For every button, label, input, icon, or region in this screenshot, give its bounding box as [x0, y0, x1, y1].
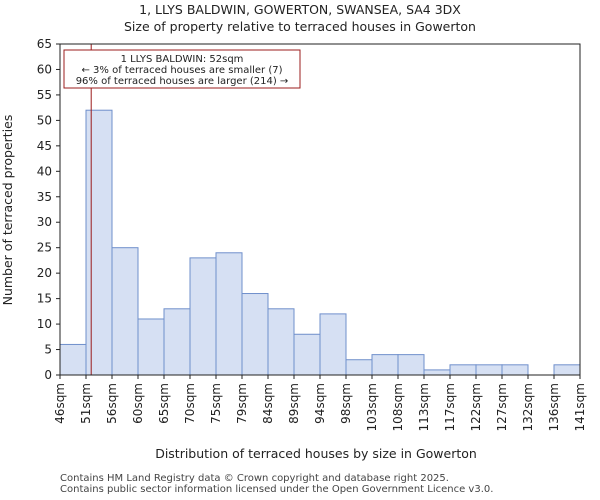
y-tick-label: 45 [37, 139, 52, 153]
y-tick-label: 55 [37, 88, 52, 102]
y-axis-ticks: 0 5 10 15 20 25 30 35 40 45 50 55 60 65 [37, 37, 60, 382]
histogram-bar [59, 343, 87, 376]
y-tick-label: 10 [37, 317, 52, 331]
y-tick-label: 15 [37, 292, 52, 306]
chart-title: 1, LLYS BALDWIN, GOWERTON, SWANSEA, SA4 … [139, 2, 461, 17]
x-tick-label: 113sqm [417, 383, 431, 431]
histogram-bar [501, 364, 529, 376]
y-tick-label: 35 [37, 190, 52, 204]
chart-subtitle: Size of property relative to terraced ho… [124, 19, 476, 34]
annotation-box: 1 LLYS BALDWIN: 52sqm ← 3% of terraced h… [63, 49, 301, 89]
footer-line-2: Contains public sector information licen… [60, 484, 494, 495]
x-tick-label: 122sqm [469, 383, 483, 431]
x-tick-label: 108sqm [391, 383, 405, 431]
x-tick-label: 51sqm [79, 383, 93, 424]
histogram-bar [293, 333, 321, 376]
x-tick-label: 46sqm [53, 383, 67, 424]
x-axis-label: Distribution of terraced houses by size … [155, 446, 477, 461]
x-axis-ticks: 46sqm 51sqm 56sqm 60sqm 65sqm 70sqm 75sqm 79sqm… [53, 375, 587, 431]
x-tick-label: 70sqm [183, 383, 197, 424]
y-tick-label: 40 [37, 164, 52, 178]
y-tick-label: 50 [37, 113, 52, 127]
histogram-bar [397, 354, 425, 376]
histogram-bars [59, 109, 581, 376]
x-tick-label: 98sqm [339, 383, 353, 424]
histogram-bar [319, 313, 347, 376]
x-tick-label: 89sqm [287, 383, 301, 424]
x-tick-label: 56sqm [105, 383, 119, 424]
histogram-chart: 1, LLYS BALDWIN, GOWERTON, SWANSEA, SA4 … [0, 2, 587, 461]
histogram-bar [553, 364, 581, 376]
histogram-bar [345, 359, 373, 376]
x-tick-label: 132sqm [521, 383, 535, 431]
annotation-line-3: 96% of terraced houses are larger (214) … [76, 76, 289, 87]
x-tick-label: 65sqm [157, 383, 171, 424]
y-tick-label: 5 [44, 343, 52, 357]
x-tick-label: 79sqm [235, 383, 249, 424]
annotation-line-1: 1 LLYS BALDWIN: 52sqm [121, 54, 244, 65]
x-tick-label: 94sqm [313, 383, 327, 424]
y-tick-label: 65 [37, 37, 52, 51]
footer-line-1: Contains HM Land Registry data © Crown c… [60, 473, 449, 484]
histogram-bar [189, 257, 217, 376]
annotation-line-2: ← 3% of terraced houses are smaller (7) [82, 65, 283, 76]
histogram-bar [423, 369, 451, 376]
histogram-bar [449, 364, 477, 376]
x-tick-label: 136sqm [547, 383, 561, 431]
histogram-bar [475, 364, 503, 376]
y-tick-label: 25 [37, 241, 52, 255]
x-tick-label: 84sqm [261, 383, 275, 424]
y-tick-label: 60 [37, 62, 52, 76]
x-tick-label: 117sqm [443, 383, 457, 431]
histogram-bar [267, 308, 295, 376]
histogram-bar [371, 354, 399, 376]
y-tick-label: 20 [37, 266, 52, 280]
y-tick-label: 30 [37, 215, 52, 229]
plot-frame [59, 43, 581, 376]
x-tick-label: 103sqm [365, 383, 379, 431]
x-tick-label: 141sqm [573, 383, 587, 431]
histogram-bar [85, 109, 113, 376]
annotation-frame [63, 49, 301, 89]
x-tick-label: 75sqm [209, 383, 223, 424]
histogram-bar [241, 293, 269, 376]
y-tick-label: 0 [44, 368, 52, 382]
histogram-bar [137, 318, 165, 376]
histogram-bar [215, 252, 243, 376]
histogram-bar [111, 247, 139, 376]
x-tick-label: 60sqm [131, 383, 145, 424]
x-tick-label: 127sqm [495, 383, 509, 431]
histogram-bar [163, 308, 191, 376]
y-axis-label: Number of terraced properties [0, 115, 15, 306]
